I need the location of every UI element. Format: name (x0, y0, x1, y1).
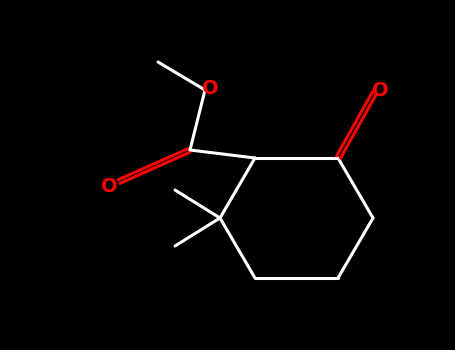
Text: O: O (101, 176, 117, 196)
Text: O: O (202, 78, 218, 98)
Text: O: O (372, 80, 388, 99)
